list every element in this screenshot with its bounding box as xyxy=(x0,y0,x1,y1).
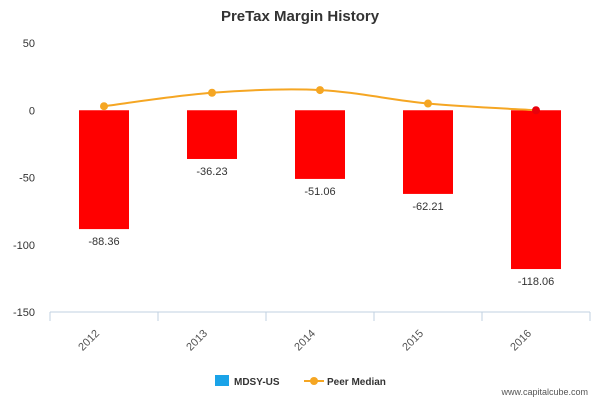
y-axis: 50 0 -50 -100 -150 xyxy=(13,38,35,319)
peer-median-point-2016[interactable] xyxy=(532,106,540,115)
x-tick-label: 2015 xyxy=(400,328,426,354)
legend-marker-peer xyxy=(310,377,318,385)
peer-median-series xyxy=(100,86,540,115)
x-tick-label: 2016 xyxy=(508,328,534,354)
bar-data-labels: -88.36 -36.23 -51.06 -62.21 -118.06 xyxy=(88,166,554,288)
legend[interactable]: MDSY-US Peer Median xyxy=(215,375,386,388)
legend-swatch-mdsy xyxy=(215,375,229,386)
bar-2015[interactable] xyxy=(403,110,453,194)
y-tick-label: 50 xyxy=(23,38,35,50)
peer-median-point-2015[interactable] xyxy=(424,99,432,108)
y-tick-label: -50 xyxy=(19,173,35,185)
legend-label-mdsy: MDSY-US xyxy=(234,377,280,388)
bar-data-label: -51.06 xyxy=(304,186,335,198)
bar-data-label: -62.21 xyxy=(412,201,443,213)
bar-2013[interactable] xyxy=(187,110,237,159)
y-tick-label: -100 xyxy=(13,240,35,252)
bar-series xyxy=(79,110,561,270)
y-tick-label: 0 xyxy=(29,105,35,117)
bar-data-label: -36.23 xyxy=(196,166,227,178)
bar-data-label: -118.06 xyxy=(518,276,555,288)
legend-label-peer: Peer Median xyxy=(327,377,386,388)
credit-text: www.capitalcube.com xyxy=(500,387,588,397)
bar-2016[interactable] xyxy=(511,110,561,270)
x-tick-label: 2013 xyxy=(184,328,210,354)
peer-median-point-2013[interactable] xyxy=(208,88,216,97)
x-tick-label: 2012 xyxy=(76,328,102,354)
bar-2012[interactable] xyxy=(79,110,129,230)
y-tick-label: -150 xyxy=(13,307,35,319)
x-tick-label: 2014 xyxy=(292,328,318,354)
bar-2014[interactable] xyxy=(295,110,345,179)
bar-data-label: -88.36 xyxy=(88,236,119,248)
chart-title: PreTax Margin History xyxy=(221,8,380,25)
x-axis: 2012 2013 2014 2015 2016 xyxy=(49,312,591,354)
peer-median-point-2012[interactable] xyxy=(100,102,108,111)
peer-median-point-2014[interactable] xyxy=(316,86,324,95)
